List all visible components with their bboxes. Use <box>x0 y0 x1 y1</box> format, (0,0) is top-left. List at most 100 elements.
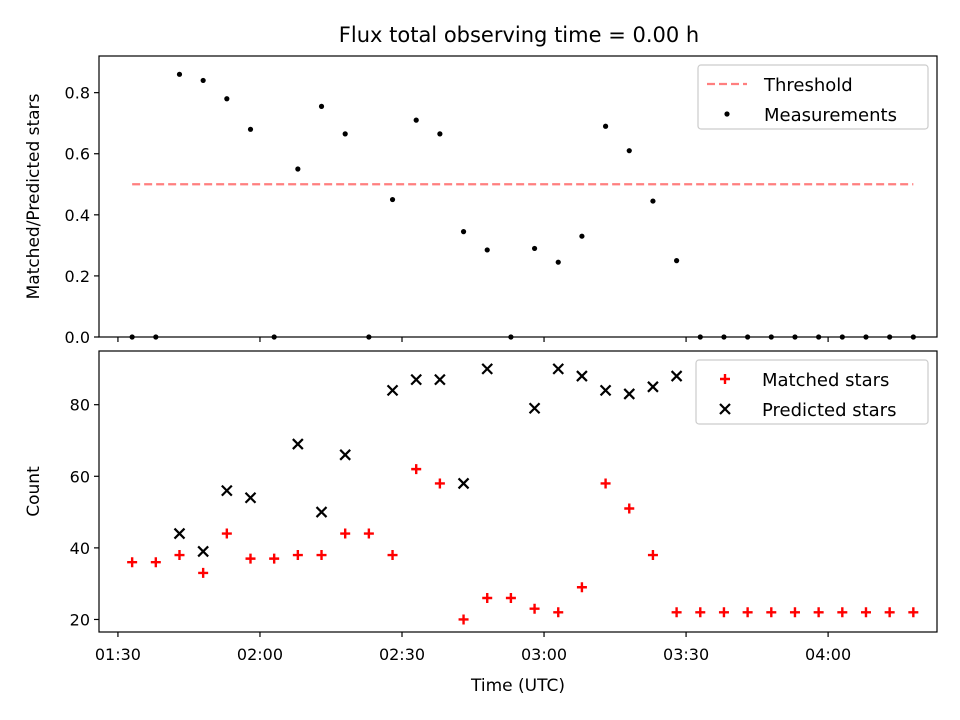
data-point <box>458 614 469 625</box>
data-point <box>792 334 798 340</box>
data-point <box>721 334 727 340</box>
x-tick-label: 02:00 <box>237 645 283 664</box>
y-tick-label: 20 <box>70 610 90 629</box>
legend-swatch <box>719 403 731 415</box>
data-point <box>247 126 254 132</box>
data-point <box>342 131 348 137</box>
data-point <box>908 607 919 618</box>
data-point <box>269 553 280 564</box>
data-point <box>410 373 422 386</box>
data-point <box>623 388 636 400</box>
legend-label: Threshold <box>763 75 853 96</box>
data-point <box>413 117 419 123</box>
data-point <box>650 198 656 204</box>
x-tick-label: 03:00 <box>521 645 567 664</box>
data-point <box>437 131 443 137</box>
y-axis-label: Count <box>24 466 44 517</box>
data-point <box>602 123 609 129</box>
data-point <box>174 550 185 561</box>
data-point <box>339 449 351 461</box>
y-tick-label: 0.6 <box>65 145 90 164</box>
legend-frame <box>697 64 929 130</box>
data-point <box>457 477 470 490</box>
data-point <box>816 334 822 340</box>
plot-area-frame <box>98 350 938 633</box>
y-tick-label: 0.2 <box>65 267 90 286</box>
data-point <box>670 370 683 382</box>
data-point <box>528 402 541 415</box>
data-point <box>244 491 257 504</box>
data-point <box>295 166 301 172</box>
data-point <box>552 363 565 375</box>
data-point <box>221 528 232 539</box>
data-point <box>600 478 611 489</box>
data-point <box>315 506 328 518</box>
legend-label: Matched stars <box>762 370 889 391</box>
legend-swatch <box>720 374 730 384</box>
y-tick-label: 0.0 <box>65 328 90 347</box>
data-point <box>173 527 186 540</box>
data-point <box>745 334 751 340</box>
x-tick-label: 01:30 <box>95 645 141 664</box>
y-tick-label: 60 <box>70 467 90 486</box>
chart-title: Flux total observing time = 0.00 h <box>339 23 699 47</box>
data-point <box>460 229 467 235</box>
data-point <box>363 528 374 539</box>
data-point <box>884 607 895 618</box>
y-tick-label: 0.8 <box>65 84 90 103</box>
data-point <box>579 233 585 239</box>
legend: Threshold Measurements <box>697 64 929 130</box>
legend-label: Predicted stars <box>762 400 896 421</box>
data-point <box>129 334 135 340</box>
data-point <box>671 607 682 618</box>
data-point <box>695 607 706 618</box>
data-point <box>316 550 327 561</box>
data-point <box>553 607 564 618</box>
data-point <box>718 607 729 618</box>
data-point <box>555 259 561 265</box>
data-point <box>576 582 587 593</box>
data-point <box>742 607 753 618</box>
data-point <box>531 245 538 252</box>
data-point <box>860 607 871 618</box>
legend-label: Measurements <box>764 105 897 126</box>
data-point <box>529 603 540 614</box>
data-point <box>386 384 399 397</box>
series-matched-stars <box>127 464 919 625</box>
data-point <box>813 607 824 618</box>
data-point <box>505 592 516 603</box>
data-point <box>387 550 398 561</box>
data-point <box>366 334 372 340</box>
data-point <box>508 334 514 340</box>
data-point <box>292 550 303 561</box>
data-point <box>482 592 493 603</box>
data-point <box>271 334 277 340</box>
data-point <box>292 438 304 450</box>
data-point <box>224 96 230 102</box>
data-point <box>481 363 494 375</box>
flux-ratio-panel: 0.0 0.2 0.4 0.6 0.8 Matched/Predicted stars Th… <box>24 55 938 347</box>
y-tick-label: 40 <box>70 539 90 558</box>
data-point <box>768 334 774 340</box>
data-point <box>221 484 233 497</box>
x-axis-label: Time (UTC) <box>470 676 565 696</box>
data-point <box>789 607 800 618</box>
data-point <box>150 557 161 568</box>
legend-frame <box>695 359 929 425</box>
series-predicted-stars <box>173 363 683 558</box>
x-tick-label: 03:30 <box>663 645 709 664</box>
data-point <box>411 464 422 475</box>
data-point <box>340 528 351 539</box>
data-point <box>389 196 396 203</box>
data-point <box>674 258 680 264</box>
data-point <box>200 77 206 84</box>
data-point <box>576 370 588 382</box>
data-point <box>176 71 183 77</box>
data-point <box>697 334 703 340</box>
data-point <box>766 607 777 618</box>
data-point <box>626 148 632 154</box>
x-tick-label: 04:00 <box>805 645 851 664</box>
data-point <box>434 478 445 489</box>
y-tick-label: 0.4 <box>65 206 90 225</box>
data-point <box>153 334 159 340</box>
